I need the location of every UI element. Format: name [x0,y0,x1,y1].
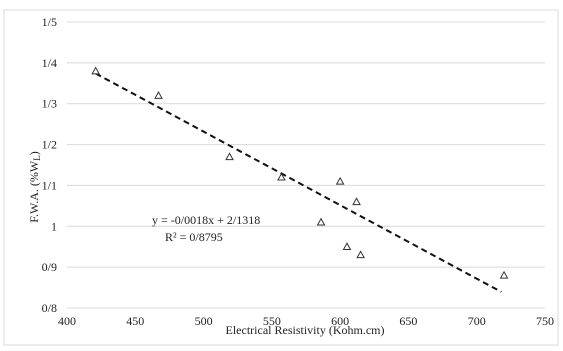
y-axis-ticks: 0/8 0/9 1 1/1 1/2 1/3 1/4 1/5 [42,15,57,315]
y-axis-title-main: F.W.A. (%W [27,160,41,223]
y-tick-label-1: 0/9 [42,260,57,274]
y-axis-title: F.W.A. (%WL) [27,151,42,222]
x-tick-label-0: 400 [58,314,76,328]
data-points [91,66,509,279]
x-axis-title: Electrical Resistivity (Kohm.cm) [226,323,385,337]
equation-label: y = -0/0018x + 2/1318 [152,213,260,227]
y-axis-title-subscript: L [32,155,42,161]
x-tick-label-5: 650 [399,314,417,328]
y-tick-label-4: 1/2 [42,138,57,152]
x-tick-label-2: 500 [195,314,213,328]
y-tick-label-5: 1/3 [42,97,57,111]
data-point-1 [154,91,163,99]
x-tick-label-3: 550 [263,314,281,328]
y-tick-label-2: 1 [51,219,57,233]
trendline [95,72,502,293]
data-point-2 [225,152,234,161]
data-point-3 [277,172,286,181]
x-tick-label-1: 450 [126,314,144,328]
gridlines [67,21,545,309]
y-tick-label-7: 1/5 [42,15,57,29]
y-tick-label-3: 1/1 [42,178,57,192]
data-point-9 [499,270,509,279]
data-point-6 [352,197,361,206]
data-point-0 [91,66,101,75]
x-tick-label-6: 700 [468,314,486,328]
x-tick-label-4: 600 [331,314,349,328]
y-axis-title-suffix: ) [27,151,41,155]
data-point-5 [335,176,345,185]
trendline-group [95,72,502,293]
y-tick-label-0: 0/8 [42,301,57,315]
data-point-7 [342,242,352,251]
r-squared-label: R² = 0/8795 [165,230,223,244]
data-point-8 [356,250,365,259]
data-point-4 [316,217,326,226]
x-axis-ticks: 400 450 500 550 600 650 700 750 [58,314,554,328]
x-tick-label-7: 750 [536,314,554,328]
y-tick-label-6: 1/4 [42,56,57,70]
